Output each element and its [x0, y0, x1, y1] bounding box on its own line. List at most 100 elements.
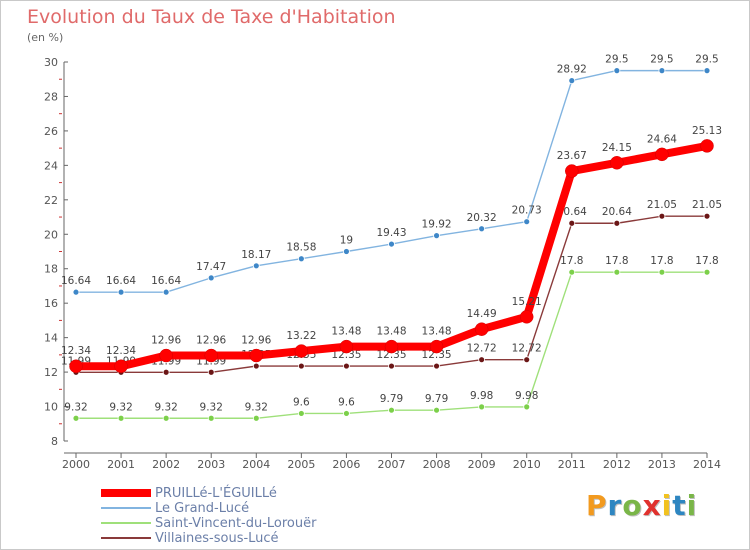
data-point — [478, 403, 486, 411]
y-tick-label: 22 — [44, 194, 58, 207]
data-label: 12.96 — [151, 335, 181, 347]
data-label: 24.64 — [647, 133, 677, 145]
data-point — [117, 288, 125, 296]
data-point — [474, 322, 489, 336]
data-point — [162, 288, 170, 296]
data-point — [388, 362, 395, 370]
data-label: 9.32 — [200, 401, 223, 413]
y-tick-label: 30 — [44, 56, 58, 69]
data-label: 12.34 — [61, 345, 91, 357]
data-label: 18.58 — [286, 242, 316, 254]
data-label: 9.32 — [154, 401, 177, 413]
data-point — [297, 255, 305, 263]
data-label: 13.22 — [286, 330, 316, 342]
data-point — [252, 262, 260, 270]
data-label: 12.72 — [467, 343, 497, 355]
data-label: 19 — [340, 235, 353, 247]
data-label: 29.5 — [650, 54, 673, 66]
data-point — [343, 410, 350, 417]
data-point — [72, 414, 80, 422]
data-label: 12.96 — [241, 335, 271, 347]
data-point — [252, 362, 260, 370]
data-label: 23.67 — [557, 150, 587, 162]
data-point — [658, 67, 666, 75]
data-label: 19.92 — [422, 219, 452, 231]
y-tick-label: 14 — [44, 332, 58, 345]
data-label: 20.73 — [512, 205, 542, 217]
data-point — [72, 288, 80, 296]
data-point — [252, 414, 260, 422]
y-tick-label: 24 — [44, 159, 58, 172]
data-label: 14.49 — [467, 308, 497, 320]
data-point — [523, 356, 531, 364]
data-label: 13.48 — [422, 326, 452, 338]
data-label: 9.6 — [338, 396, 355, 408]
data-point — [613, 67, 621, 75]
data-point — [655, 147, 669, 162]
x-tick-label: 2001 — [107, 458, 135, 471]
x-tick-label: 2000 — [62, 458, 90, 471]
legend-swatch — [101, 489, 151, 497]
y-tick-label: 16 — [44, 297, 58, 310]
data-point — [613, 219, 621, 227]
data-point — [568, 268, 576, 276]
y-tick-label: 10 — [44, 401, 58, 414]
data-label: 24.15 — [602, 142, 632, 154]
data-label: 17.47 — [196, 261, 226, 273]
data-point — [114, 359, 128, 373]
y-tick-label: 12 — [44, 366, 58, 379]
data-point — [433, 362, 440, 370]
x-tick-label: 2008 — [423, 458, 451, 471]
data-point — [162, 414, 170, 422]
x-tick-label: 2014 — [693, 458, 721, 471]
data-point — [610, 156, 624, 170]
data-label: 28.92 — [557, 64, 587, 76]
data-point — [523, 218, 531, 226]
data-point — [700, 139, 714, 153]
data-point — [433, 406, 440, 414]
legend-swatch — [101, 522, 151, 524]
y-tick-label: 26 — [44, 125, 58, 138]
data-point — [658, 212, 666, 220]
data-label: 20.64 — [602, 206, 632, 218]
y-tick-label: 28 — [44, 90, 58, 103]
data-point — [478, 225, 486, 233]
legend-label: PRUILLé-L'ÉGUILLé — [155, 486, 277, 501]
data-point — [433, 232, 440, 240]
data-label: 29.5 — [605, 54, 628, 66]
x-tick-label: 2010 — [513, 458, 541, 471]
x-tick-label: 2003 — [197, 458, 225, 471]
data-point — [159, 348, 173, 363]
data-point — [69, 359, 83, 373]
data-label: 12.72 — [512, 343, 542, 355]
data-point — [343, 248, 350, 255]
data-label: 17.8 — [695, 255, 718, 267]
data-point — [204, 348, 218, 363]
data-label: 17.8 — [560, 255, 583, 267]
data-label: 20.32 — [467, 212, 497, 224]
legend-swatch — [101, 537, 151, 539]
data-point — [703, 212, 711, 220]
x-tick-label: 2004 — [242, 458, 270, 471]
data-label: 29.5 — [695, 54, 718, 66]
data-label: 13.48 — [376, 326, 406, 338]
data-label: 12.34 — [106, 345, 136, 357]
data-label: 12.35 — [422, 349, 452, 361]
data-label: 12.96 — [196, 335, 226, 347]
data-point — [523, 403, 531, 411]
x-tick-label: 2012 — [603, 458, 631, 471]
y-tick-label: 18 — [44, 263, 58, 276]
y-tick-label: 20 — [44, 228, 58, 241]
data-point — [297, 410, 305, 417]
legend-swatch — [101, 507, 151, 509]
x-tick-label: 2011 — [558, 458, 586, 471]
data-point — [294, 344, 309, 358]
data-label: 16.64 — [106, 275, 136, 287]
chart-unit-label: (en %) — [27, 31, 64, 44]
data-label: 17.8 — [605, 255, 628, 267]
data-label: 16.64 — [61, 275, 91, 287]
data-label: 19.43 — [376, 227, 406, 239]
legend-label: Le Grand-Lucé — [155, 501, 250, 516]
data-point — [339, 339, 354, 354]
data-point — [207, 274, 215, 282]
